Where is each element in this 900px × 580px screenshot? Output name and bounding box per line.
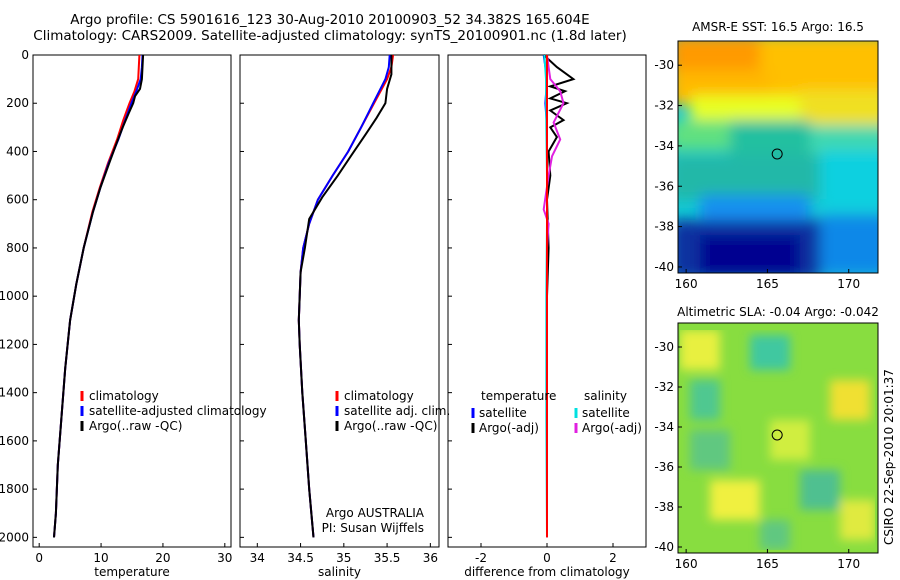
- temperature-profile-series-line: [53, 54, 144, 538]
- diff-legend-label: Argo(-adj): [582, 421, 642, 435]
- diff-legend-group-title: salinity: [584, 389, 627, 403]
- difference-profile-xtick-label: 0: [543, 551, 551, 565]
- temperature-profile-xtick-label: 30: [217, 551, 232, 565]
- depth-tick-label: 800: [6, 241, 29, 255]
- pi-label: PI: Susan Wijffels: [322, 521, 424, 535]
- salinity-profile-frame: [239, 54, 440, 548]
- temperature-profile-series-line: [53, 54, 141, 538]
- depth-tick-label: 1000: [0, 289, 29, 303]
- diff-legend-group-title: temperature: [481, 389, 556, 403]
- altimetric-sla-map-ytick-label: -38: [654, 500, 674, 514]
- depth-tick-label: 1400: [0, 386, 29, 400]
- salinity-profile-series-line: [297, 55, 393, 538]
- amsr-sst-map-ytick-label: -36: [654, 179, 674, 193]
- temperature-profile-xtick-label: 0: [35, 551, 43, 565]
- salinity-profile-series-line: [297, 54, 395, 538]
- altimetric-sla-map-xtick-label: 165: [756, 557, 779, 571]
- climatology-subtitle: Climatology: CARS2009. Satellite-adjuste…: [33, 28, 627, 44]
- temperature-profile-legend-label: climatology: [89, 389, 159, 403]
- amsr-sst-map-ytick-label: -32: [654, 99, 674, 113]
- diff-legend-label: Argo(-adj): [479, 421, 539, 435]
- altimetric-sla-map-xtick-label: 160: [675, 557, 698, 571]
- altimetric-sla-map-ytick-label: -36: [654, 460, 674, 474]
- difference-profile-series-line: [543, 54, 576, 538]
- diff-legend-label: satellite: [582, 406, 630, 420]
- amsr-sst-map-ytick-label: -30: [654, 58, 674, 72]
- temperature-profile-legend-label: Argo(..raw -QC): [89, 419, 182, 433]
- salinity-profile-xlabel: salinity: [318, 565, 361, 579]
- temperature-profile-xlabel: temperature: [94, 565, 169, 579]
- argo-program-label: Argo AUSTRALIA: [326, 506, 425, 520]
- altimetric-sla-map-title: Altimetric SLA: -0.04 Argo: -0.042: [677, 305, 879, 319]
- temperature-profile-frame: [32, 54, 232, 548]
- salinity-profile-legend-label: Argo(..raw -QC): [344, 419, 437, 433]
- amsr-sst-map-ytick-label: -40: [654, 260, 674, 274]
- altimetric-sla-map-ytick-label: -40: [654, 540, 674, 554]
- amsr-sst-map-ytick-label: -38: [654, 220, 674, 234]
- altimetric-sla-map-ytick-label: -32: [654, 380, 674, 394]
- amsr-sst-map-xtick-label: 170: [837, 277, 860, 291]
- difference-profile-xtick-label: -2: [475, 551, 487, 565]
- depth-tick-label: 600: [6, 193, 29, 207]
- salinity-profile-xtick-label: 34.5: [287, 551, 314, 565]
- salinity-profile-xtick-label: 35.5: [374, 551, 401, 565]
- altimetric-sla-map-xtick-label: 170: [837, 557, 860, 571]
- temperature-profile-legend-label: satellite-adjusted climatology: [89, 404, 267, 418]
- depth-tick-label: 400: [6, 144, 29, 158]
- amsr-sst-map-argo-marker: [771, 148, 783, 160]
- salinity-profile-xtick-label: 35: [336, 551, 351, 565]
- amsr-sst-map-title: AMSR-E SST: 16.5 Argo: 16.5: [692, 20, 864, 34]
- depth-tick-label: 1800: [0, 482, 29, 496]
- amsr-sst-map-frame: [677, 40, 879, 274]
- amsr-sst-map-xtick-label: 165: [756, 277, 779, 291]
- temperature-profile-series-line: [53, 54, 145, 538]
- amsr-sst-map-xtick-label: 160: [675, 277, 698, 291]
- sla-field: [678, 323, 878, 553]
- csiro-credit: CSIRO 22-Sep-2010 20:01:37: [882, 369, 896, 545]
- profile-title: Argo profile: CS 5901616_123 30-Aug-2010…: [70, 12, 590, 28]
- diff-legend-label: satellite: [479, 406, 527, 420]
- depth-tick-label: 2000: [0, 530, 29, 544]
- salinity-profile-xtick-label: 34: [250, 551, 265, 565]
- chart-layer: 0 10 20 30020040060080010001200140016001800…: [0, 20, 896, 579]
- amsr-sst-map-ytick-label: -34: [654, 139, 674, 153]
- altimetric-sla-map-ytick-label: -34: [654, 420, 674, 434]
- altimetric-sla-map-argo-marker: [771, 429, 783, 441]
- temperature-profile-xtick-label: 10: [93, 551, 108, 565]
- altimetric-sla-map-frame: [677, 322, 879, 554]
- depth-tick-label: 1200: [0, 337, 29, 351]
- difference-profile-xlabel: difference from climatology: [464, 565, 630, 579]
- altimetric-sla-map-ytick-label: -30: [654, 340, 674, 354]
- salinity-profile-xtick-label: 36: [423, 551, 438, 565]
- depth-tick-label: 0: [21, 48, 29, 62]
- depth-tick-label: 1600: [0, 434, 29, 448]
- salinity-profile-series-line: [297, 54, 391, 538]
- salinity-profile-legend-label: satellite adj. clim.: [344, 404, 450, 418]
- sst-field: [678, 41, 878, 273]
- difference-profile-xtick-label: 2: [609, 551, 617, 565]
- temperature-profile-xtick-label: 20: [155, 551, 170, 565]
- depth-tick-label: 200: [6, 96, 29, 110]
- salinity-profile-legend-label: climatology: [344, 389, 414, 403]
